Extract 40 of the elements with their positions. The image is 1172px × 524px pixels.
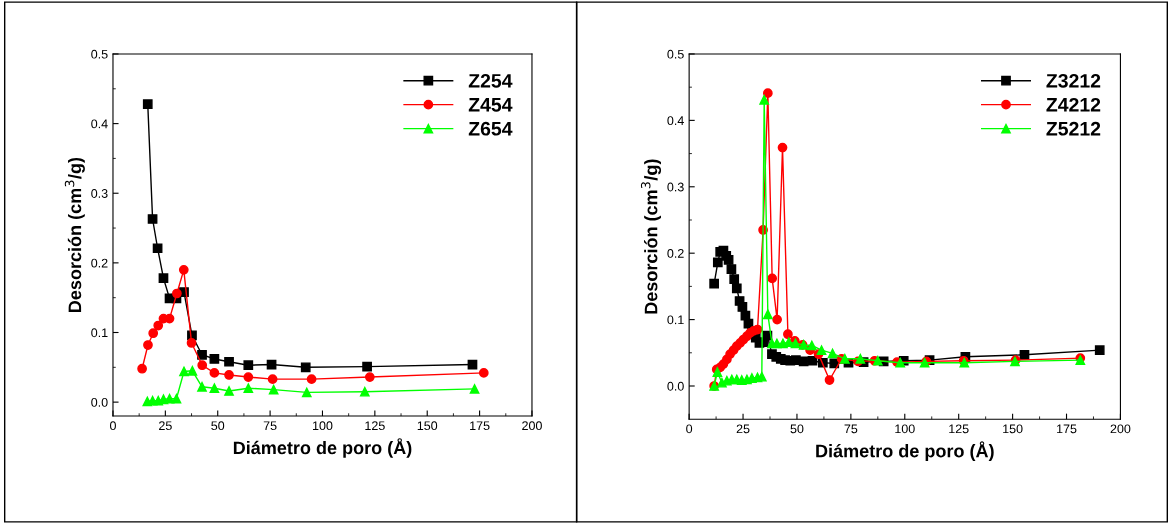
x-tick-label: 0 [686,424,693,434]
x-tick-label: 75 [263,421,277,431]
x-axis-title: Diámetro de poro (Å) [816,441,994,461]
y-tick-label: 0.0 [667,381,684,391]
x-tick-label: 25 [736,424,750,434]
y-tick-label: 0.5 [91,49,108,59]
y-tick-label: 0.3 [667,182,684,192]
x-tick-label: 150 [1003,424,1023,434]
x-tick-label: 125 [949,424,969,434]
y-axis-title: Desorción (cm$^{3}$/g) [64,157,85,312]
y-tick-label: 0.0 [91,397,108,407]
y-tick-label: 0.5 [667,49,684,59]
legend-label: Z254 [468,73,513,88]
y-tick-label: 0.3 [91,189,108,198]
legend-label: Z4212 [1046,97,1101,112]
x-tick-label: 50 [211,421,225,431]
x-tick-label: 150 [417,421,438,431]
y-tick-label: 0.1 [667,315,684,325]
x-axis-title: Diámetro de poro (Å) [233,438,412,458]
legend-label: Z454 [468,98,513,112]
x-tick-label: 75 [844,424,858,434]
x-tick-label: 175 [470,421,490,431]
legend-label: Z3212 [1046,73,1101,88]
x-tick-label: 125 [365,421,385,431]
x-tick-label: 175 [1057,424,1077,434]
x-tick-label: 200 [1110,424,1131,434]
y-tick-label: 0.4 [667,116,684,126]
x-tick-label: 0 [109,421,116,431]
y-tick-label: 0.4 [91,119,108,129]
x-tick-label: 25 [159,421,172,431]
x-tick-label: 100 [895,424,915,434]
x-tick-label: 100 [313,421,333,431]
y-axis-title: Desorción (cm$^{3}$/g) [640,159,662,314]
y-tick-label: 0.2 [667,248,684,258]
x-tick-label: 200 [522,421,542,431]
y-tick-label: 0.2 [91,258,108,268]
x-tick-label: 50 [790,424,804,434]
legend-label: Z5212 [1046,121,1101,136]
y-tick-label: 0.1 [91,328,108,338]
legend-label: Z654 [468,121,513,136]
